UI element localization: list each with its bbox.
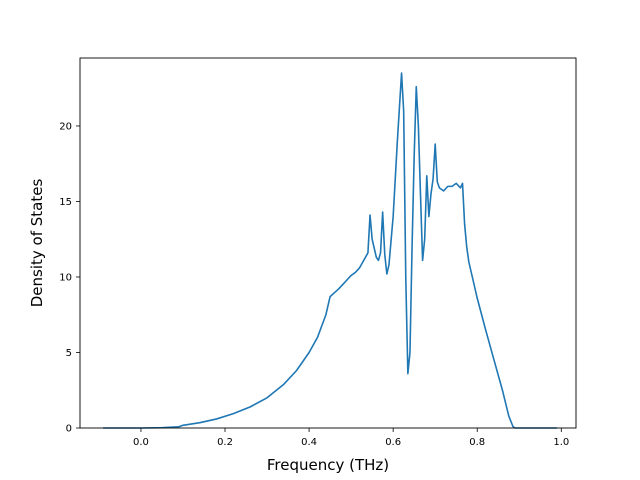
- x-tick-label: 1.0: [553, 437, 569, 448]
- x-tick-label: 0.2: [217, 437, 233, 448]
- plot-frame: [79, 57, 577, 429]
- y-tick-label: 15: [59, 197, 72, 208]
- x-tick-label: 0.4: [301, 437, 317, 448]
- y-tick-label: 0: [66, 424, 72, 435]
- y-axis-label: Density of States: [28, 179, 46, 308]
- x-axis-label: Frequency (THz): [267, 456, 389, 474]
- x-tick-label: 0.8: [469, 437, 485, 448]
- series-line-dos: [103, 72, 558, 429]
- y-tick-label: 5: [66, 348, 72, 359]
- y-tick-label: 10: [59, 272, 72, 283]
- axis-ticks: [76, 125, 562, 432]
- x-tick-label: 0.0: [133, 437, 149, 448]
- x-tick-label: 0.6: [385, 437, 401, 448]
- y-tick-label: 20: [59, 121, 72, 132]
- axis-tick-labels: 0.0 0.2 0.4 0.6 0.8 1.0 0 5 10 15 20: [59, 121, 569, 448]
